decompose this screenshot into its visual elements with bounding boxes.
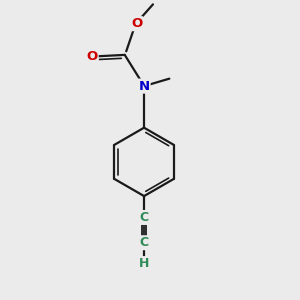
Text: O: O (86, 50, 98, 63)
Text: H: H (139, 257, 149, 270)
Text: N: N (139, 80, 150, 93)
Text: C: C (140, 211, 148, 224)
Text: O: O (131, 17, 142, 30)
Text: C: C (140, 236, 148, 249)
